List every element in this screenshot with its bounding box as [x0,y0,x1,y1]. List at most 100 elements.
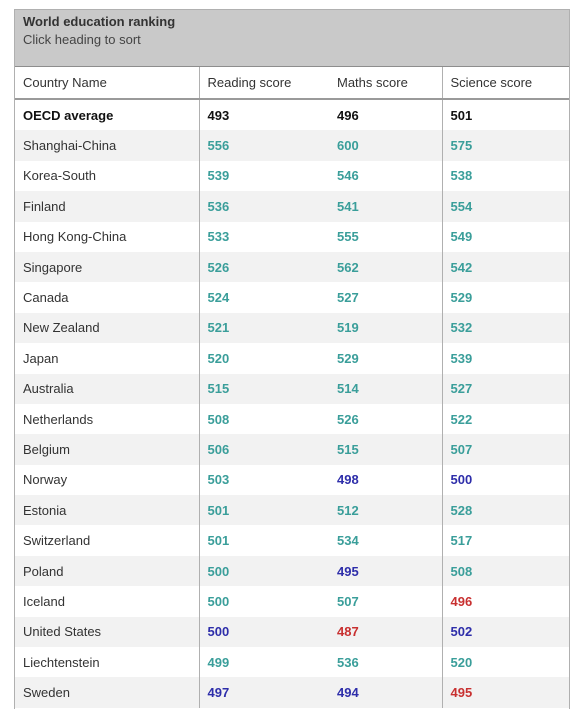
reading-score-cell: 536 [198,191,329,222]
table-row: Canada 524 527 529 [15,282,569,313]
science-score-cell: 522 [441,403,569,435]
reading-score-cell: 521 [198,312,329,344]
maths-score-cell: 529 [337,350,359,366]
table-row: Sweden 497 494 495 [15,677,569,708]
country-cell: Sweden [15,677,199,708]
column-header-science[interactable]: Science score [441,67,569,100]
country-cell: Netherlands [23,411,94,427]
country-cell: Korea-South [23,168,96,184]
maths-score-cell: 495 [329,555,442,587]
reading-score-cell: 501 [198,525,329,556]
table-row: Australia 515 514 527 [15,373,569,404]
sort-hint: Click heading to sort [23,32,141,47]
maths-score-cell: 526 [337,411,359,427]
maths-score-cell: 519 [329,312,442,344]
country-cell: Switzerland [23,533,91,549]
table-title: World education ranking [23,14,176,29]
country-cell: Estonia [15,495,199,526]
ranking-panel: World education ranking Click heading to… [14,9,570,709]
table-row: Hong Kong-China 533 555 549 [15,221,569,252]
country-cell: Japan [23,350,59,366]
table-row: Belgium 506 515 507 [15,434,569,465]
table-row: Shanghai-China 556 600 575 [15,130,569,161]
science-score-cell: 501 [441,99,569,131]
maths-score-cell: 555 [337,229,359,245]
reading-score-cell: 500 [198,586,329,617]
science-score-cell: 529 [441,282,569,313]
science-score-cell: 542 [441,251,569,283]
column-header-country[interactable]: Country Name [15,67,199,100]
reading-score-cell: 506 [198,434,329,465]
science-score-cell: 517 [441,525,569,556]
table-row: Poland 500 495 508 [15,555,569,587]
reading-score-cell: 497 [198,677,329,708]
maths-score-cell: 487 [329,616,442,648]
reading-score-cell: 508 [198,403,329,435]
maths-score-cell: 562 [329,251,442,283]
country-cell: Belgium [15,434,199,465]
table-row: Iceland 500 507 496 [15,586,569,617]
table-row: Singapore 526 562 542 [15,251,569,283]
table-row: Switzerland 501 534 517 [15,525,569,556]
maths-score-cell: 507 [337,593,359,609]
column-header-maths[interactable]: Maths score [329,67,442,100]
ranking-table: Country Name Reading score Maths score S… [15,67,569,708]
science-score-cell: 532 [441,312,569,344]
country-cell: United States [15,616,199,648]
maths-score-cell: 536 [337,654,359,670]
header-row: Country Name Reading score Maths score S… [15,67,569,100]
reading-score-cell: 526 [198,251,329,283]
table-row: United States 500 487 502 [15,616,569,648]
country-cell: Singapore [15,251,199,283]
reading-score-cell: 501 [198,495,329,526]
science-score-cell: 575 [441,130,569,161]
table-row: New Zealand 521 519 532 [15,312,569,344]
country-cell: Hong Kong-China [23,229,127,245]
maths-score-cell: 541 [329,191,442,222]
reading-score-cell: 524 [198,282,329,313]
science-score-cell: 520 [441,647,569,678]
reading-score-cell: 539 [198,160,329,192]
country-cell: Poland [15,555,199,587]
reading-score-cell: 493 [198,99,329,131]
table-row: Estonia 501 512 528 [15,495,569,526]
maths-score-cell: 512 [329,495,442,526]
country-cell: Shanghai-China [15,130,199,161]
science-score-cell: 502 [441,616,569,648]
reading-score-cell: 503 [198,464,329,496]
science-score-cell: 527 [441,373,569,404]
science-score-cell: 495 [441,677,569,708]
maths-score-cell: 515 [329,434,442,465]
maths-score-cell: 496 [329,99,442,131]
table-body: OECD average 493 496 501 Shanghai-China 556 60… [15,99,569,708]
table-banner: World education ranking Click heading to… [15,10,569,67]
country-cell: Finland [15,191,199,222]
column-header-reading[interactable]: Reading score [198,67,329,100]
science-score-cell: 549 [441,221,569,252]
table-row: Netherlands 508 526 522 [15,403,569,435]
table-row: Korea-South 539 546 538 [15,160,569,192]
reading-score-cell: 500 [198,555,329,587]
reading-score-cell: 556 [198,130,329,161]
table-row: Norway 503 498 500 [15,464,569,496]
country-cell: Liechtenstein [23,654,100,670]
reading-score-cell: 515 [198,373,329,404]
country-cell: Canada [23,290,69,306]
table-row: Liechtenstein 499 536 520 [15,647,569,678]
average-row: OECD average 493 496 501 [15,99,569,131]
science-score-cell: 554 [441,191,569,222]
reading-score-cell: 533 [198,221,329,252]
reading-score-cell: 520 [198,343,329,374]
country-cell: Norway [23,472,68,488]
maths-score-cell: 600 [329,130,442,161]
maths-score-cell: 514 [329,373,442,404]
science-score-cell: 496 [441,586,569,617]
country-cell: Australia [15,373,199,404]
maths-score-cell: 546 [337,168,359,184]
country-cell: Iceland [23,593,65,609]
science-score-cell: 538 [441,160,569,192]
country-cell: OECD average [15,99,199,131]
table-row: Finland 536 541 554 [15,191,569,222]
science-score-cell: 507 [441,434,569,465]
maths-score-cell: 494 [329,677,442,708]
